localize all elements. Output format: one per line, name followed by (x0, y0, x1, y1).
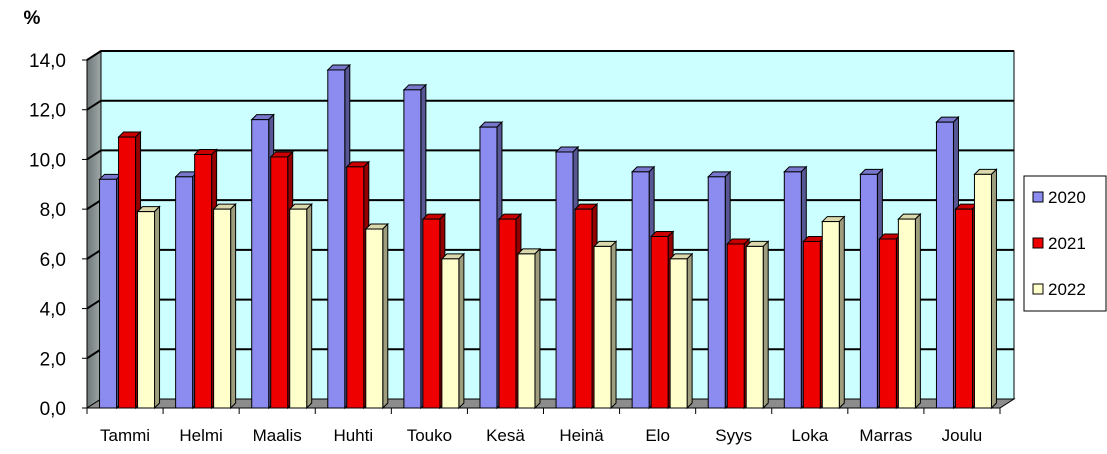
y-tick-label: 6,0 (40, 250, 66, 271)
legend-swatch (1032, 237, 1044, 249)
x-tick-label: Syys (715, 426, 752, 445)
gridline (86, 149, 1014, 161)
y-tick-label: 0,0 (40, 399, 66, 420)
legend-label: 2020 (1048, 188, 1086, 207)
y-tick-label: 4,0 (40, 300, 66, 321)
x-tick-label: Joulu (942, 426, 983, 445)
y-tick-label: 14,0 (29, 51, 66, 72)
bars (98, 63, 998, 410)
legend-label: 2022 (1048, 280, 1086, 299)
x-tick-label: Heinä (559, 426, 604, 445)
bar-2022-Syys (745, 240, 770, 410)
bar-2022-Tammi (136, 205, 161, 410)
x-tick-label: Marras (859, 426, 912, 445)
x-tick-label: Huhti (333, 426, 373, 445)
gridline (86, 99, 1014, 111)
x-tick-label: Maalis (253, 426, 302, 445)
y-tick-label: 12,0 (29, 101, 66, 122)
legend-swatch (1032, 191, 1044, 203)
bar-2022-Elo (668, 252, 694, 410)
bar-2022-Touko (440, 252, 466, 410)
gridline (86, 50, 1014, 61)
legend: 2020 2021 2022 (1023, 175, 1107, 312)
bar-2022-Huhti (364, 222, 389, 410)
x-tick-label: Tammi (100, 426, 150, 445)
bar-2022-Loka (821, 215, 846, 410)
bar-2022-Heinä (592, 240, 618, 410)
x-axis: Tammi Helmi Maalis Huhti Touko Kesä Heinä Elo Sy… (86, 407, 1001, 445)
y-axis: 0,0 2,0 4,0 6,0 8,0 10,0 12,0 14,0 (29, 51, 88, 420)
y-tick-label: 2,0 (40, 349, 66, 370)
legend-label: 2021 (1048, 234, 1086, 253)
x-tick-label: Helmi (179, 426, 222, 445)
bar-2022-Helmi (212, 202, 237, 410)
y-unit-label: % (24, 8, 41, 29)
bar-2022-Marras (897, 212, 922, 410)
x-tick-label: Elo (645, 426, 670, 445)
y-tick-label: 8,0 (40, 200, 66, 221)
x-tick-label: Kesä (486, 426, 525, 445)
legend-swatch (1032, 283, 1044, 295)
bar-2022-Kesä (516, 247, 542, 410)
x-tick-label: Loka (791, 426, 828, 445)
x-tick-label: Touko (407, 426, 452, 445)
bar-2022-Maalis (288, 202, 313, 410)
y-tick-label: 10,0 (29, 150, 66, 171)
bar-2022-Joulu (973, 168, 998, 410)
